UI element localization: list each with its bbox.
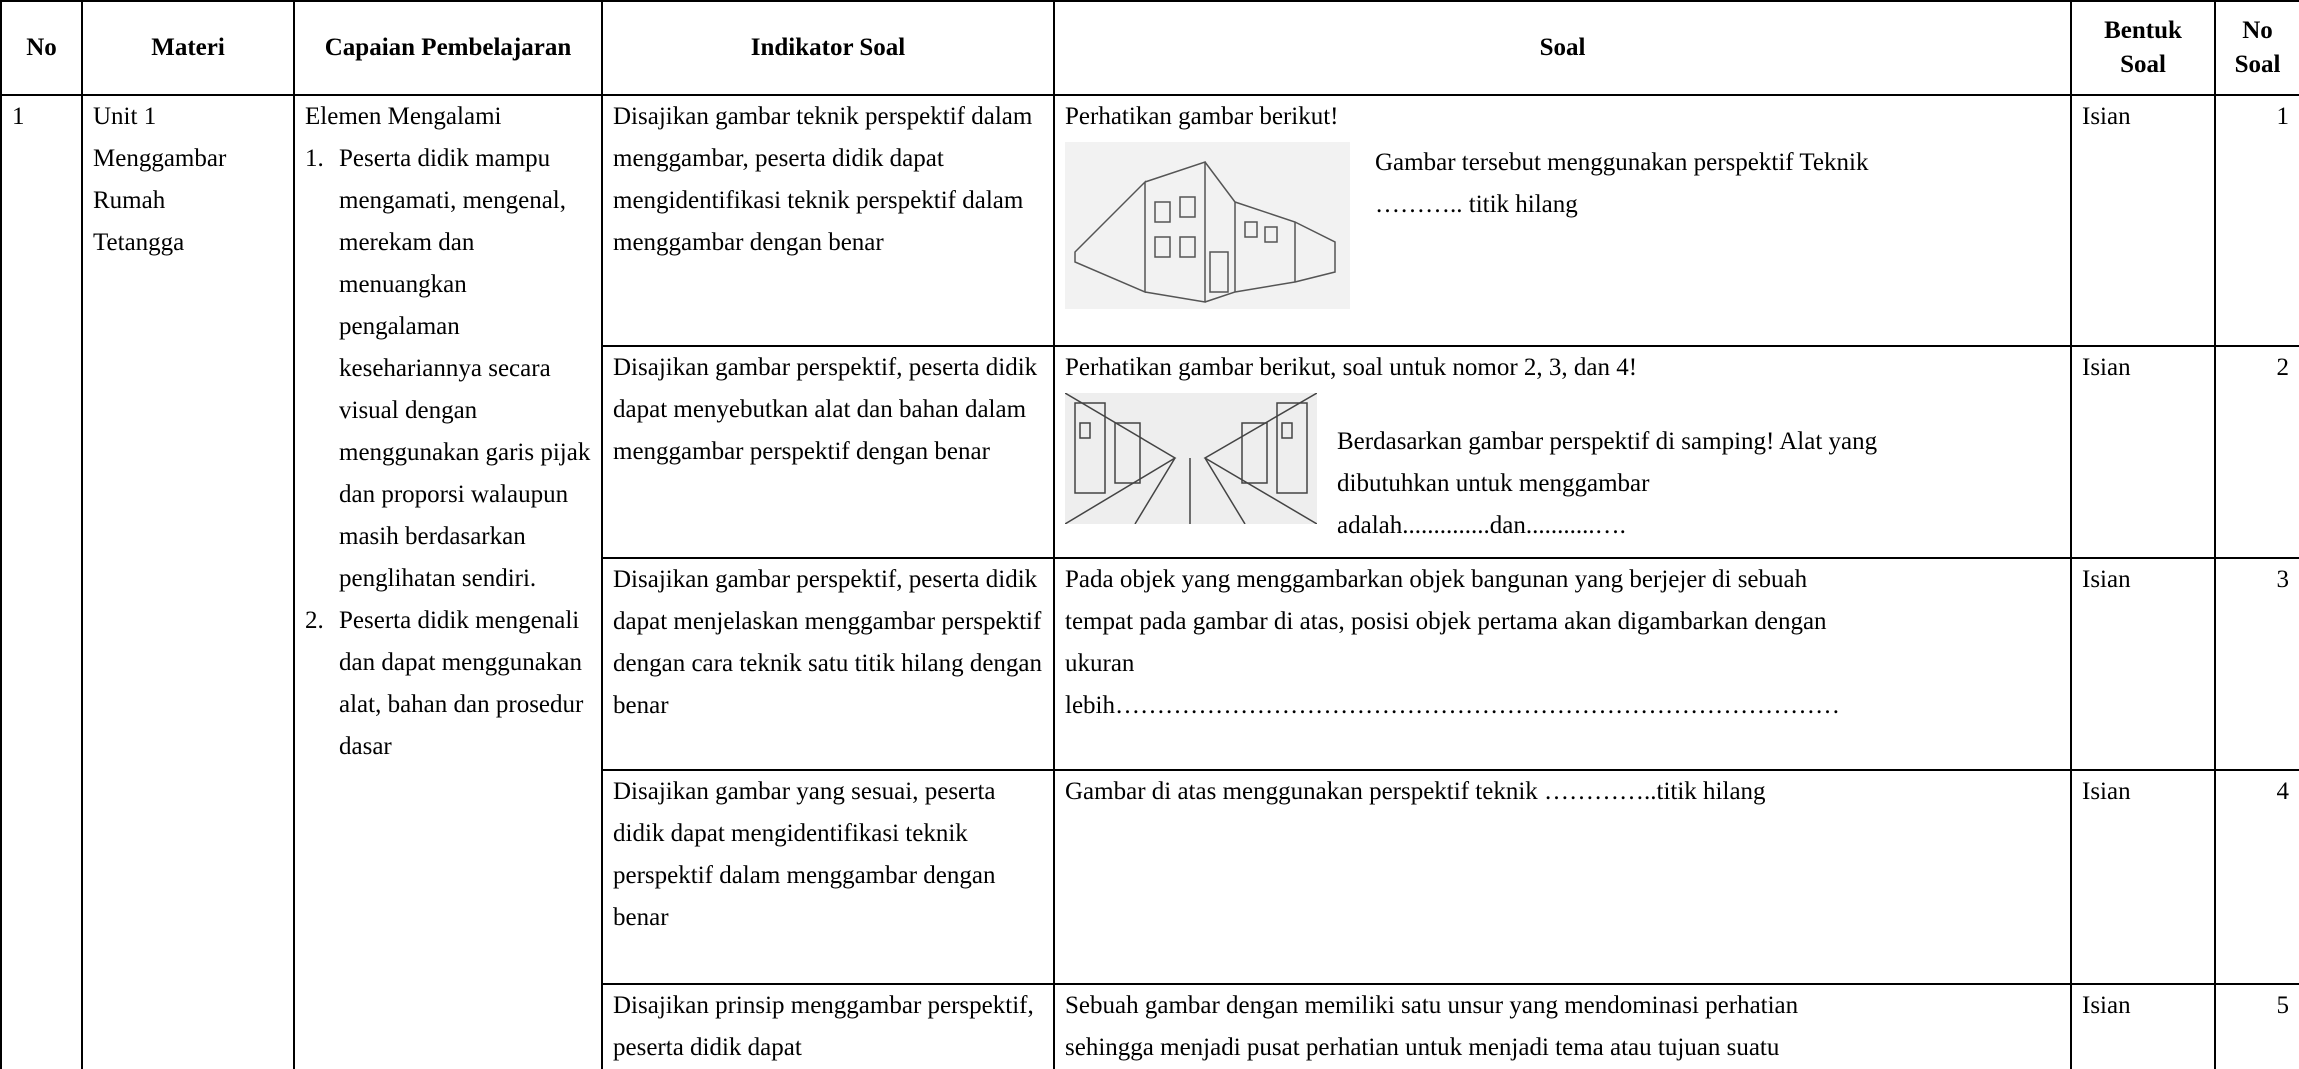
no-cell: 1 xyxy=(0,94,83,1069)
capaian-cell: Elemen Mengalami 1. Peserta didik mampu me… xyxy=(293,94,603,1069)
no-soal-cell: 3 xyxy=(2214,557,2299,771)
indikator-cell: Disajikan gambar perspektif, peserta did… xyxy=(601,557,1055,771)
image-block: Berdasarkan gambar perspektif di samping… xyxy=(1065,393,2060,547)
soal-line: Perhatikan gambar berikut! xyxy=(1065,103,1339,130)
no-soal-cell: 1 xyxy=(2214,94,2299,347)
bentuk-cell: Isian xyxy=(2070,94,2216,347)
bentuk-cell: Isian xyxy=(2070,983,2216,1069)
item-marker: 2. xyxy=(305,607,324,634)
capaian-title: Elemen Mengalami xyxy=(305,103,502,130)
no-soal-cell: 2 xyxy=(2214,345,2299,559)
materi-line: Tetangga xyxy=(93,229,185,256)
image-text-line: adalah..............dan...........…. xyxy=(1337,512,1626,539)
bentuk-cell: Isian xyxy=(2070,345,2216,559)
no-soal-cell: 5 xyxy=(2214,983,2299,1069)
no-soal-cell: 4 xyxy=(2214,769,2299,985)
table-row: Disajikan gambar yang sesuai, peserta di… xyxy=(1,769,2299,985)
materi-line: Unit 1 xyxy=(93,103,157,130)
perspective-image xyxy=(1065,393,1317,524)
indikator-cell: Disajikan prinsip menggambar perspektif,… xyxy=(601,983,1055,1069)
soal-line: Sebuah gambar dengan memiliki satu unsur… xyxy=(1065,992,1799,1019)
perspective-image xyxy=(1065,142,1350,309)
materi-line: Menggambar xyxy=(93,145,227,172)
soal-line: lebih…………………………………………………………………………… xyxy=(1065,692,1840,719)
indikator-cell: Disajikan gambar yang sesuai, peserta di… xyxy=(601,769,1055,985)
image-text-line: ……….. titik hilang xyxy=(1375,191,1578,218)
bentuk-cell: Isian xyxy=(2070,769,2216,985)
table-row: Disajikan gambar perspektif, peserta did… xyxy=(1,345,2299,559)
bentuk-cell: Isian xyxy=(2070,557,2216,771)
materi-line: Rumah xyxy=(93,187,166,214)
soal-line: Pada objek yang menggambarkan objek bang… xyxy=(1065,566,1808,593)
item-marker: 1. xyxy=(305,145,324,172)
image-text-line: dibutuhkan untuk menggambar xyxy=(1337,470,1650,497)
indikator-cell: Disajikan gambar teknik perspektif dalam… xyxy=(601,94,1055,347)
soal-cell: Pada objek yang menggambarkan objek bang… xyxy=(1053,557,2072,771)
soal-line: Gambar di atas menggunakan perspektif te… xyxy=(1065,778,1766,805)
header-cell: Bentuk Soal xyxy=(2070,0,2216,96)
header-cell: Capaian Pembelajaran xyxy=(293,0,603,96)
soal-cell: Sebuah gambar dengan memiliki satu unsur… xyxy=(1053,983,2072,1069)
indikator-cell: Disajikan gambar perspektif, peserta did… xyxy=(601,345,1055,559)
soal-line: Perhatikan gambar berikut, soal untuk no… xyxy=(1065,354,1638,381)
soal-line: ukuran xyxy=(1065,650,1135,677)
image-text-line: Berdasarkan gambar perspektif di samping… xyxy=(1337,428,1878,455)
soal-cell: Perhatikan gambar berikut! Gambar terseb… xyxy=(1053,94,2072,347)
header-cell: No Soal xyxy=(2214,0,2299,96)
image-text-line: Gambar tersebut menggunakan perspektif T… xyxy=(1375,149,1869,176)
image-text: Berdasarkan gambar perspektif di samping… xyxy=(1337,421,1877,547)
header-cell: Soal xyxy=(1053,0,2072,96)
item-text: Peserta didik mengenali dan dapat menggu… xyxy=(339,607,584,760)
capaian-item: 1. Peserta didik mampu mengamati, mengena… xyxy=(305,138,591,600)
soal-cell: Gambar di atas menggunakan perspektif te… xyxy=(1053,769,2072,985)
header-cell: Indikator Soal xyxy=(601,0,1055,96)
image-text: Gambar tersebut menggunakan perspektif T… xyxy=(1375,142,1868,226)
item-text: Peserta didik mampu mengamati, mengenal,… xyxy=(339,145,591,592)
capaian-item: 2. Peserta didik mengenali dan dapat meng… xyxy=(305,600,591,768)
soal-line: tempat pada gambar di atas, posisi objek… xyxy=(1065,608,1827,635)
header-cell: Materi xyxy=(81,0,295,96)
table-row: Disajikan prinsip menggambar perspektif,… xyxy=(1,983,2299,1069)
soal-cell: Perhatikan gambar berikut, soal untuk no… xyxy=(1053,345,2072,559)
image-block: Gambar tersebut menggunakan perspektif T… xyxy=(1065,142,2060,309)
header-cell: No xyxy=(0,0,83,96)
table-row: Disajikan gambar perspektif, peserta did… xyxy=(1,557,2299,771)
table-row: 1 Unit 1 Menggambar Rumah Tetangga Elemen Men… xyxy=(0,94,2299,1069)
materi-cell: Unit 1 Menggambar Rumah Tetangga xyxy=(81,94,295,1069)
soal-line: sehingga menjadi pusat perhatian untuk m… xyxy=(1065,1034,1780,1061)
